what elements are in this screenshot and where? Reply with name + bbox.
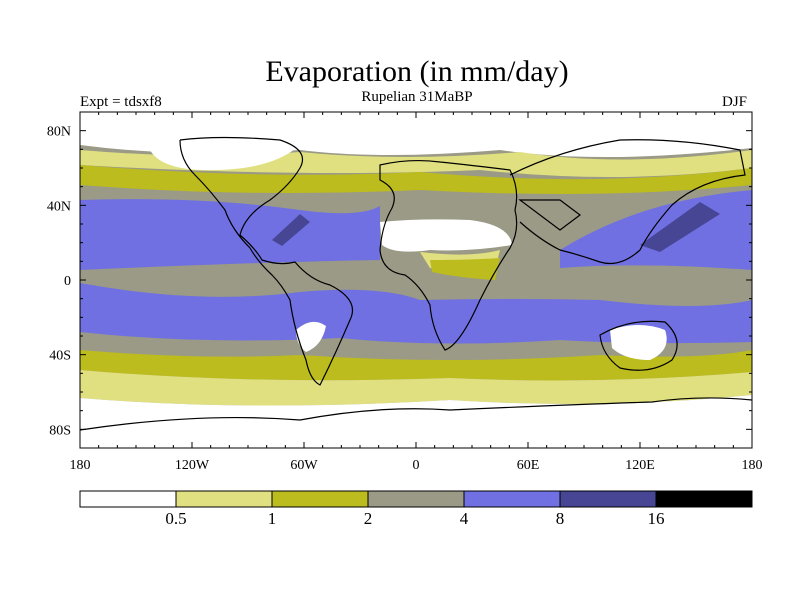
y-tick-label: 0 <box>64 274 71 289</box>
experiment-label: Expt = tdsxf8 <box>80 94 162 110</box>
y-tick-label: 80N <box>47 125 71 140</box>
colorbar-swatch <box>79 490 177 508</box>
colorbar-label: 8 <box>556 509 565 528</box>
colorbar-swatch <box>655 490 753 508</box>
axis-ticks <box>79 112 753 448</box>
latitude-labels: 80N 40N 0 40S 80S <box>47 125 71 439</box>
colorbar-label: 2 <box>364 509 373 528</box>
x-tick-label: 180 <box>70 458 91 473</box>
y-tick-label: 40S <box>49 349 71 364</box>
coastlines <box>80 136 752 431</box>
colorbar-swatch <box>559 490 657 508</box>
x-tick-label: 60W <box>290 458 318 473</box>
colorbar-swatch <box>463 490 561 508</box>
y-tick-label: 80S <box>49 423 71 438</box>
colorbar: 0.5 1 2 4 8 16 <box>79 490 753 528</box>
colorbar-swatch <box>175 490 273 508</box>
colorbar-label: 0.5 <box>165 509 186 528</box>
x-tick-label: 120E <box>625 458 655 473</box>
evaporation-field <box>80 112 752 448</box>
colorbar-swatch <box>271 490 369 508</box>
colorbar-label: 16 <box>648 509 665 528</box>
map-subtitle: Rupelian 31MaBP <box>361 89 473 105</box>
x-tick-label: 60E <box>517 458 540 473</box>
x-tick-label: 0 <box>413 458 420 473</box>
longitude-labels: 180 120W 60W 0 60E 120E 180 <box>70 458 763 473</box>
season-label: DJF <box>722 94 748 110</box>
map-title: Evaporation (in mm/day) <box>265 55 569 88</box>
colorbar-label: 4 <box>460 509 469 528</box>
colorbar-swatch <box>367 490 465 508</box>
x-tick-label: 120W <box>175 458 210 473</box>
x-tick-label: 180 <box>742 458 763 473</box>
colorbar-label: 1 <box>268 509 277 528</box>
y-tick-label: 40N <box>47 199 71 214</box>
